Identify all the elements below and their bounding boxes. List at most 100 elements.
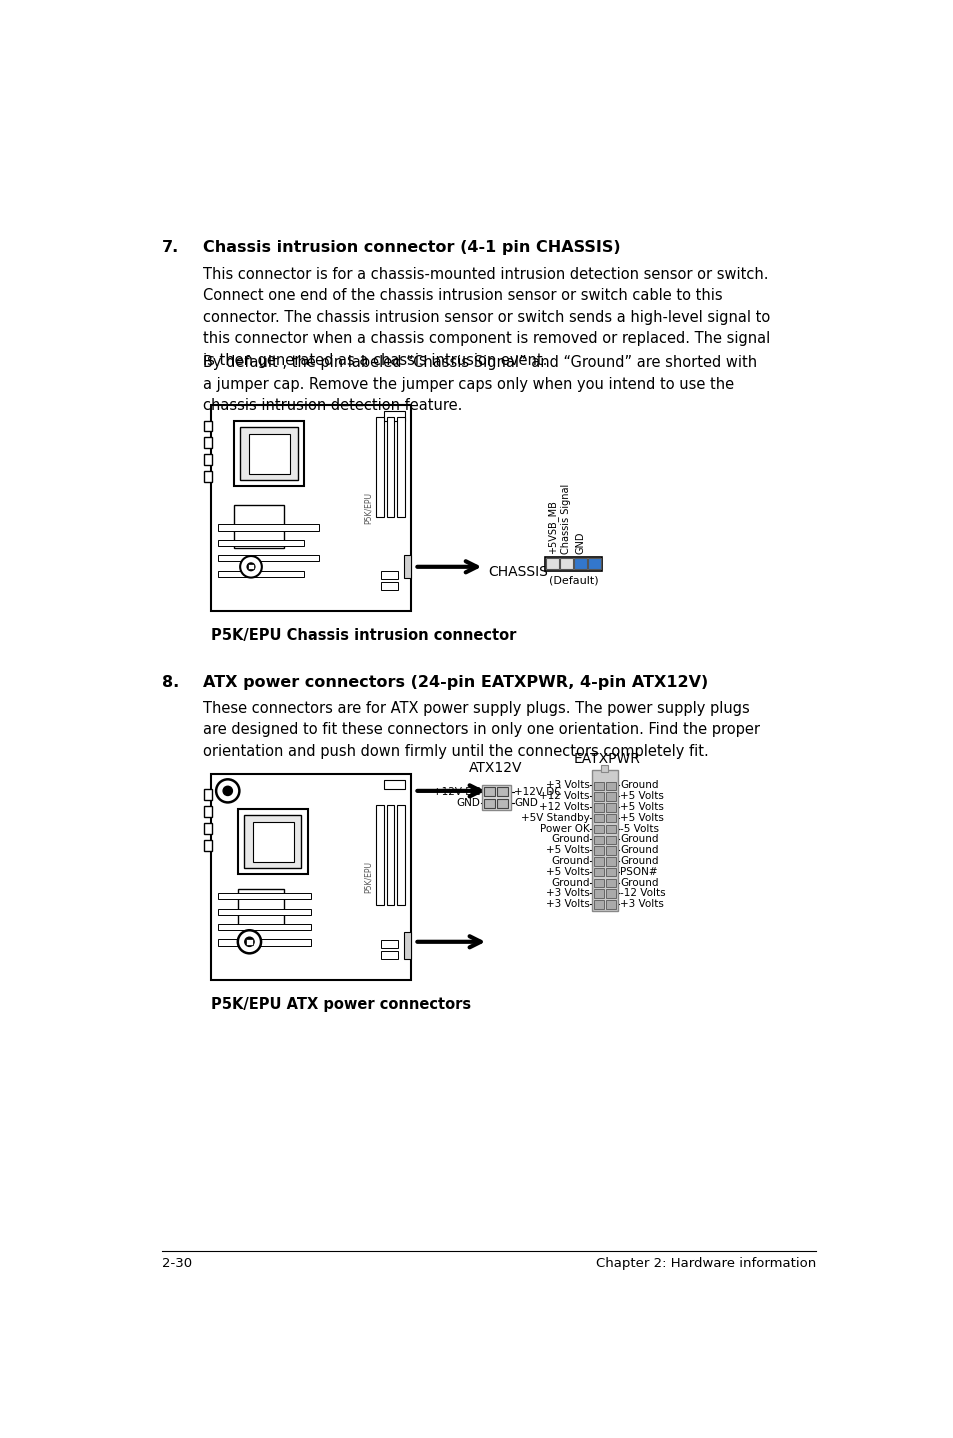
Bar <box>605 792 616 801</box>
Circle shape <box>240 557 261 578</box>
Bar <box>605 847 616 854</box>
Text: +12V DC: +12V DC <box>433 787 480 797</box>
Text: +12 Volts: +12 Volts <box>538 802 589 812</box>
Text: P5K/EPU: P5K/EPU <box>363 861 372 893</box>
Bar <box>397 417 405 516</box>
Bar <box>605 804 616 811</box>
Bar <box>593 825 603 833</box>
Bar <box>593 835 603 844</box>
Circle shape <box>216 779 239 802</box>
Bar <box>605 900 616 909</box>
Text: This connector is for a chassis-mounted intrusion detection sensor or switch.
Co: This connector is for a chassis-mounted … <box>203 266 769 368</box>
Bar <box>593 879 603 887</box>
Text: Chassis intrusion connector (4-1 pin CHASSIS): Chassis intrusion connector (4-1 pin CHA… <box>203 240 619 256</box>
Bar <box>218 925 311 930</box>
Text: CHASSIS: CHASSIS <box>488 565 547 580</box>
Bar <box>593 782 603 789</box>
Bar <box>574 558 586 569</box>
Bar <box>249 434 290 473</box>
Bar <box>386 417 394 516</box>
Bar <box>218 539 303 546</box>
Bar <box>237 808 307 874</box>
Bar <box>240 427 297 480</box>
Bar <box>593 804 603 811</box>
Bar <box>605 879 616 887</box>
Bar <box>383 411 405 420</box>
Bar <box>211 774 410 981</box>
Text: +12V DC: +12V DC <box>514 787 561 797</box>
Circle shape <box>247 562 254 571</box>
Bar <box>593 857 603 866</box>
Bar <box>593 847 603 854</box>
Bar <box>381 571 397 580</box>
Text: +5V Standby: +5V Standby <box>520 812 589 823</box>
Text: ATX power connectors (24-pin EATXPWR, 4-pin ATX12V): ATX power connectors (24-pin EATXPWR, 4-… <box>203 674 707 690</box>
Bar <box>593 890 603 897</box>
Text: EATXPWR: EATXPWR <box>574 752 640 766</box>
Text: +5 Volts: +5 Volts <box>545 867 589 877</box>
Bar <box>593 814 603 823</box>
Circle shape <box>223 787 233 795</box>
Bar <box>218 939 311 946</box>
Bar <box>404 555 410 578</box>
Bar <box>397 805 405 905</box>
Bar <box>204 454 212 464</box>
Text: +5 Volts: +5 Volts <box>545 846 589 856</box>
Text: ATX12V: ATX12V <box>469 762 522 775</box>
Text: Ground: Ground <box>619 781 658 791</box>
Bar <box>381 951 397 959</box>
Bar <box>245 939 253 945</box>
Text: By default , the pin labeled “Chassis Signal” and “Ground” are shorted with
a ju: By default , the pin labeled “Chassis Si… <box>203 355 757 413</box>
Text: PSON#: PSON# <box>619 867 657 877</box>
Bar <box>544 557 601 571</box>
Bar <box>248 565 253 569</box>
Bar <box>605 835 616 844</box>
Text: P5K/EPU Chassis intrusion connector: P5K/EPU Chassis intrusion connector <box>211 628 516 643</box>
Bar <box>204 823 212 834</box>
Text: Ground: Ground <box>551 834 589 844</box>
Bar <box>497 787 508 797</box>
Bar <box>218 571 303 577</box>
Bar <box>218 525 319 531</box>
Bar <box>593 900 603 909</box>
Bar <box>593 869 603 876</box>
Text: +12 Volts: +12 Volts <box>538 791 589 801</box>
Text: -5 Volts: -5 Volts <box>619 824 659 834</box>
Text: Ground: Ground <box>551 856 589 866</box>
Text: GND: GND <box>575 532 585 555</box>
Bar <box>592 771 617 912</box>
Bar <box>484 787 495 797</box>
Bar <box>605 869 616 876</box>
Bar <box>253 823 294 861</box>
Text: Ground: Ground <box>551 877 589 887</box>
Bar <box>204 807 212 817</box>
Bar <box>481 785 510 810</box>
Text: 2-30: 2-30 <box>162 1257 192 1270</box>
Text: +3 Volts: +3 Volts <box>545 899 589 909</box>
Bar <box>204 437 212 449</box>
Text: Ground: Ground <box>619 834 658 844</box>
Text: +5 Volts: +5 Volts <box>619 791 663 801</box>
Text: Ground: Ground <box>619 846 658 856</box>
Bar <box>233 505 284 548</box>
Bar <box>605 890 616 897</box>
Bar <box>233 420 303 486</box>
Bar <box>375 417 383 516</box>
Text: P5K/EPU ATX power connectors: P5K/EPU ATX power connectors <box>211 997 471 1012</box>
Text: +5 Volts: +5 Volts <box>619 812 663 823</box>
Bar <box>559 558 572 569</box>
Text: 8.: 8. <box>162 674 179 690</box>
Bar <box>218 893 311 899</box>
Bar <box>605 825 616 833</box>
Bar <box>484 798 495 808</box>
Circle shape <box>237 930 261 953</box>
Bar <box>386 805 394 905</box>
Text: (Default): (Default) <box>549 575 598 585</box>
Bar <box>497 798 508 808</box>
Bar <box>593 792 603 801</box>
Text: These connectors are for ATX power supply plugs. The power supply plugs
are desi: These connectors are for ATX power suppl… <box>203 700 760 759</box>
Bar <box>204 472 212 482</box>
Bar <box>244 815 301 869</box>
Text: 7.: 7. <box>162 240 179 256</box>
Text: -12 Volts: -12 Volts <box>619 889 665 899</box>
